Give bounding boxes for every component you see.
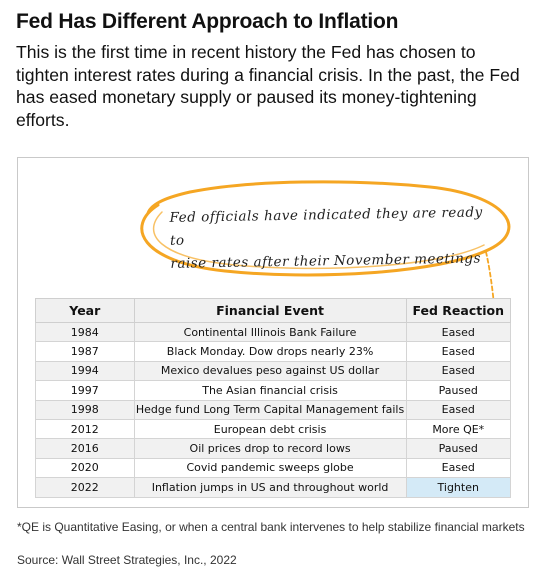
cell-reaction: Eased bbox=[405, 341, 511, 362]
cell-year: 2020 bbox=[35, 457, 135, 479]
table-row: 1987 Black Monday. Dow drops nearly 23% … bbox=[35, 341, 511, 362]
cell-event: Oil prices drop to record lows bbox=[133, 438, 407, 459]
footnote: *QE is Quantitative Easing, or when a ce… bbox=[17, 520, 525, 534]
cell-event: Hedge fund Long Term Capital Management … bbox=[133, 399, 407, 420]
cell-event: Mexico devalues peso against US dollar bbox=[133, 360, 407, 382]
cell-reaction: Paused bbox=[405, 438, 511, 459]
cell-event: Inflation jumps in US and throughout wor… bbox=[133, 477, 407, 498]
table-row: 1998 Hedge fund Long Term Capital Manage… bbox=[35, 399, 511, 420]
cell-event: Continental Illinois Bank Failure bbox=[133, 321, 407, 343]
page-subtitle: This is the first time in recent history… bbox=[16, 42, 520, 130]
cell-event: The Asian financial crisis bbox=[133, 380, 407, 401]
page-title: Fed Has Different Approach to Inflation bbox=[16, 10, 399, 33]
cell-event: Black Monday. Dow drops nearly 23% bbox=[133, 341, 407, 362]
header-reaction: Fed Reaction bbox=[405, 298, 511, 323]
table-row: 1984 Continental Illinois Bank Failure E… bbox=[35, 321, 511, 343]
cell-event: Covid pandemic sweeps globe bbox=[133, 457, 407, 479]
cell-year: 2022 bbox=[35, 477, 135, 498]
header-year: Year bbox=[35, 298, 135, 323]
cell-reaction: Paused bbox=[405, 380, 511, 401]
cell-year: 1997 bbox=[35, 380, 135, 401]
table-row: 2012 European debt crisis More QE* bbox=[35, 418, 511, 440]
cell-year: 1987 bbox=[35, 341, 135, 362]
table-row-highlighted: 2022 Inflation jumps in US and throughou… bbox=[35, 477, 511, 498]
source-line: Source: Wall Street Strategies, Inc., 20… bbox=[17, 553, 237, 567]
cell-event: European debt crisis bbox=[133, 418, 407, 440]
cell-reaction: Eased bbox=[405, 360, 511, 382]
annotation-line-1: Fed officials have indicated they are re… bbox=[169, 204, 483, 249]
table-row: 2020 Covid pandemic sweeps globe Eased bbox=[35, 457, 511, 479]
cell-reaction-highlighted: Tighten bbox=[405, 477, 511, 498]
cell-reaction: Eased bbox=[405, 457, 511, 479]
events-table: Year Financial Event Fed Reaction 1984 C… bbox=[35, 298, 511, 498]
cell-year: 2012 bbox=[35, 418, 135, 440]
cell-year: 1994 bbox=[35, 360, 135, 382]
cell-year: 1984 bbox=[35, 321, 135, 343]
annotation-text: Fed officials have indicated they are re… bbox=[169, 201, 500, 276]
cell-year: 2016 bbox=[35, 438, 135, 459]
table-row: 1994 Mexico devalues peso against US dol… bbox=[35, 360, 511, 382]
table-row: 2016 Oil prices drop to record lows Paus… bbox=[35, 438, 511, 459]
cell-reaction: Eased bbox=[405, 399, 511, 420]
cell-reaction: More QE* bbox=[405, 418, 511, 440]
table-row: 1997 The Asian financial crisis Paused bbox=[35, 380, 511, 401]
header-event: Financial Event bbox=[133, 298, 407, 323]
table-header-row: Year Financial Event Fed Reaction bbox=[35, 298, 511, 323]
cell-reaction: Eased bbox=[405, 321, 511, 343]
cell-year: 1998 bbox=[35, 399, 135, 420]
